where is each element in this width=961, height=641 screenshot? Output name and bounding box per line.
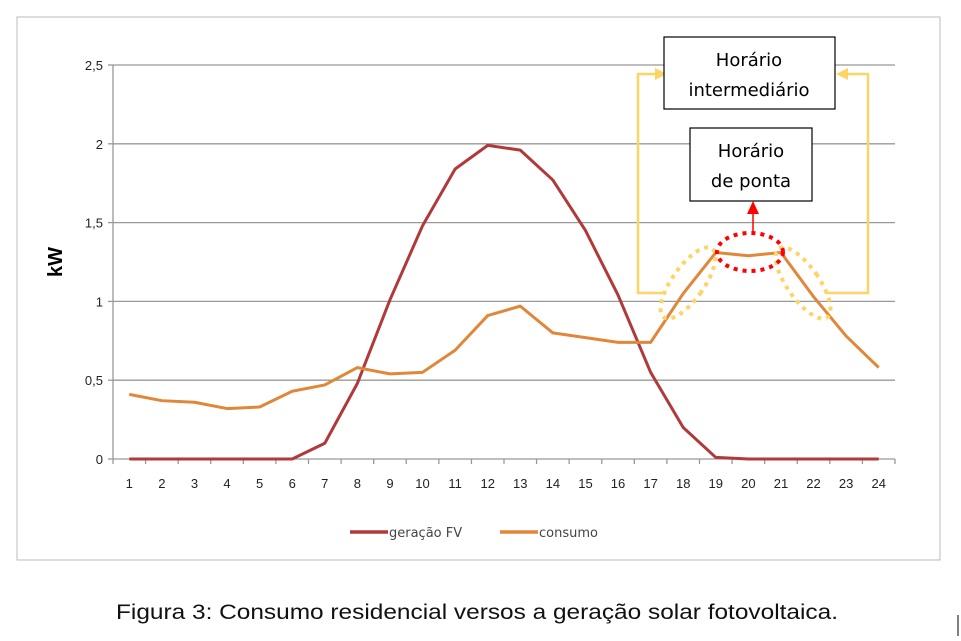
annotation-text: de ponta (711, 171, 791, 192)
y-tick-label: 0 (96, 452, 103, 467)
annotation-text: Horário (716, 50, 782, 71)
x-tick-label: 10 (415, 476, 429, 491)
x-tick-label: 18 (676, 476, 690, 491)
x-tick-label: 15 (578, 476, 592, 491)
x-tick-label: 11 (448, 476, 462, 491)
bracket-left (636, 72, 663, 295)
annotation-intermediario: Horário intermediário (636, 36, 870, 321)
x-tick-label: 20 (741, 476, 755, 491)
x-tick-label: 12 (480, 476, 494, 491)
x-tick-label: 5 (256, 476, 263, 491)
annotation-box (663, 36, 836, 110)
x-tick-label: 4 (223, 476, 230, 491)
legend-label: consumo (539, 526, 598, 541)
x-tick-label: 6 (289, 476, 296, 491)
y-tick-label: 2,5 (85, 58, 103, 73)
y-tick-label: 1 (96, 294, 103, 309)
x-tick-label: 1 (126, 476, 133, 491)
legend-label: geração FV (389, 526, 462, 541)
arrow-up-icon (747, 201, 759, 214)
x-tick-label: 9 (386, 476, 393, 491)
y-tick-label: 0,5 (85, 373, 103, 388)
x-tick-label: 24 (871, 476, 885, 491)
series-line-geracao-fv (129, 143, 879, 461)
dotted-ellipse-center (715, 231, 785, 273)
dotted-ellipse-left (658, 245, 718, 321)
annotation-ponta: Horário de ponta (689, 127, 813, 273)
figure-caption: Figura 3: Consumo residencial versos a g… (116, 601, 838, 624)
annotation-box (689, 127, 813, 202)
x-tick-label: 7 (321, 476, 328, 491)
arrow-left-icon (836, 68, 848, 80)
y-tick-label: 2 (96, 137, 103, 152)
x-tick-label: 14 (546, 476, 560, 491)
x-tick-label: 21 (774, 476, 788, 491)
y-axis-label: kW (45, 247, 67, 277)
dotted-ellipse-right (773, 245, 833, 321)
x-tick-label: 16 (611, 476, 625, 491)
y-tick-label: 1,5 (85, 216, 103, 231)
x-tick-label: 8 (354, 476, 361, 491)
arrow-right-icon (655, 68, 667, 80)
annotation-text: Horário (718, 141, 784, 162)
x-tick-label: 17 (643, 476, 657, 491)
x-tick-label: 23 (839, 476, 853, 491)
annotation-text: intermediário (688, 80, 809, 101)
x-tick-label: 13 (513, 476, 527, 491)
x-tick-label: 22 (806, 476, 820, 491)
x-tick-label: 2 (158, 476, 165, 491)
bracket-right (825, 72, 870, 295)
x-tick-label: 19 (709, 476, 723, 491)
series-line-consumo (129, 251, 880, 411)
x-tick-label: 3 (191, 476, 198, 491)
